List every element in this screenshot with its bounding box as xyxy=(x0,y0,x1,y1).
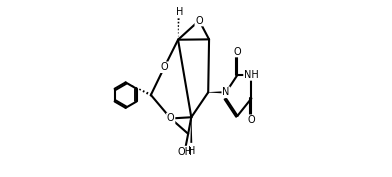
Polygon shape xyxy=(208,91,226,94)
Text: H: H xyxy=(176,7,183,17)
Text: N: N xyxy=(222,87,230,97)
Text: O: O xyxy=(195,16,203,25)
Text: OH: OH xyxy=(177,147,192,157)
Text: NH: NH xyxy=(244,70,259,80)
Polygon shape xyxy=(191,117,192,143)
Text: H: H xyxy=(188,146,195,156)
Text: O: O xyxy=(160,62,168,72)
Text: O: O xyxy=(234,47,241,57)
Text: O: O xyxy=(167,113,174,124)
Text: O: O xyxy=(248,115,255,125)
